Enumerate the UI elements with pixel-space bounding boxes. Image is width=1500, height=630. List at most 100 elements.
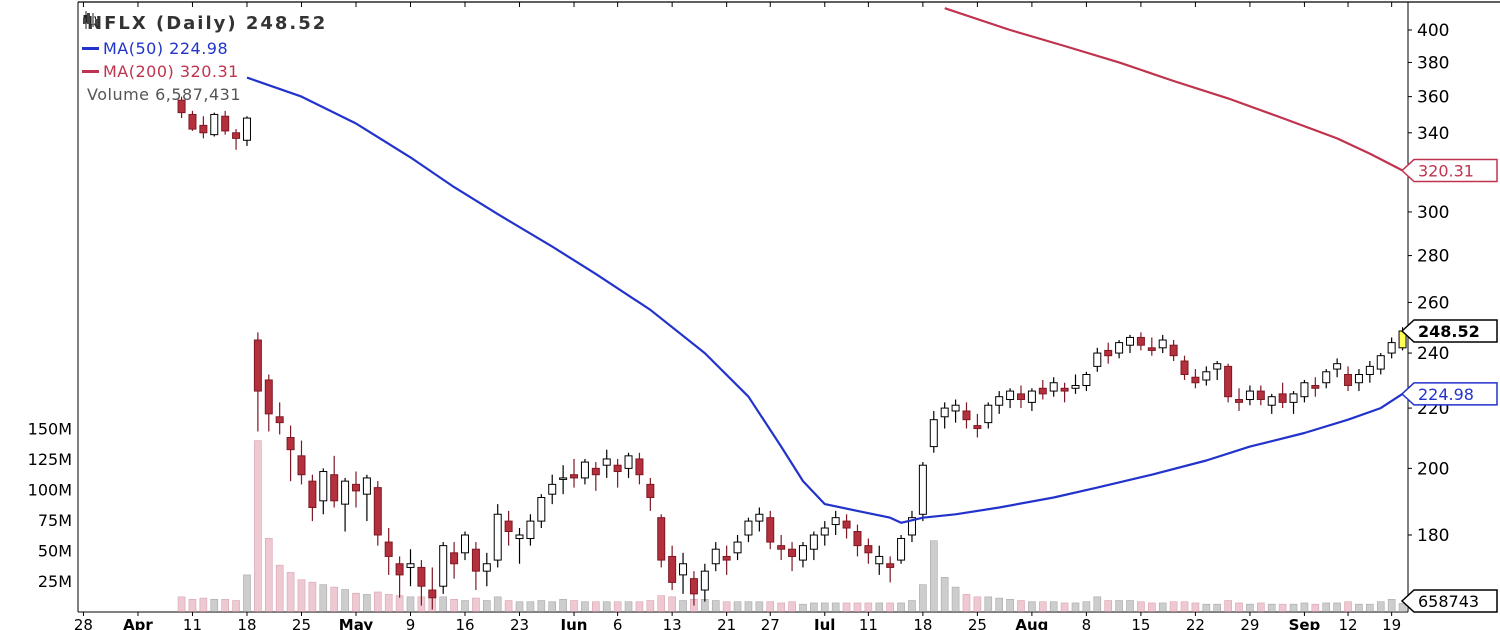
svg-text:13: 13 [663,616,682,630]
svg-text:Sep: Sep [1289,616,1321,630]
candle [700,570,709,591]
svg-text:280: 280 [1417,247,1449,267]
svg-text:11: 11 [183,616,202,630]
candle [537,496,546,522]
candle [1354,374,1363,384]
ma50-swatch [82,47,99,50]
candle [755,513,764,522]
candle [221,115,230,132]
candle [711,548,720,565]
candle [635,458,644,476]
axes-frame [77,1,1500,616]
svg-text:18: 18 [237,616,256,630]
candle [1202,371,1211,381]
candle [1006,390,1015,401]
candle [242,117,251,141]
axis-callouts: 320.31 248.52 224.98 658743 [1400,158,1498,613]
candle [471,548,480,572]
ma50-label: MA(50) 224.98 [103,39,229,58]
candle [744,520,753,536]
svg-text:200: 200 [1417,459,1449,479]
candle [1245,390,1254,401]
svg-text:12: 12 [1338,616,1357,630]
svg-text:658743: 658743 [1418,592,1479,611]
ma200-swatch [82,70,99,73]
candle [515,534,524,540]
candle [1071,385,1080,389]
candle [1016,393,1025,401]
ma200-legend-row: MA(200) 320.31 [82,60,327,83]
svg-text:240: 240 [1417,344,1449,364]
candle [330,474,339,502]
svg-text:50M: 50M [38,542,72,561]
candle [526,520,535,540]
candle [559,477,568,480]
candle [188,113,197,130]
candle [232,132,241,139]
candle [1235,399,1244,403]
candle [886,563,895,568]
candle [1376,355,1385,370]
candle [341,480,350,505]
candle [788,548,797,557]
ma200-label: MA(200) 320.31 [103,62,239,81]
candle [1180,360,1189,376]
candle [809,534,818,550]
candle [777,545,786,550]
svg-text:6: 6 [613,616,623,630]
svg-text:260: 260 [1417,293,1449,313]
candle [308,480,317,508]
candle [897,538,906,561]
svg-text:224.98: 224.98 [1418,385,1474,404]
candle [1267,396,1276,406]
candle [1365,365,1374,376]
candle [591,467,600,476]
svg-text:Apr: Apr [123,616,153,630]
candle [624,455,633,469]
candle [864,545,873,554]
candle [962,410,971,421]
svg-text:25: 25 [968,616,987,630]
candle [613,464,622,473]
candle [570,474,579,479]
svg-text:18: 18 [913,616,932,630]
candle [264,379,273,415]
candle [199,124,208,134]
candle [766,517,775,543]
svg-text:180: 180 [1417,526,1449,546]
volume-label: Volume 6,587,431 [87,85,242,104]
chart-legend: NFLX (Daily) 248.52 MA(50) 224.98 MA(200… [82,10,327,106]
svg-text:9: 9 [406,616,416,630]
svg-text:21: 21 [717,616,736,630]
svg-text:Jun: Jun [560,616,588,630]
candle [1147,347,1156,351]
svg-text:28: 28 [74,616,93,630]
candle [428,589,437,599]
chart-title: NFLX (Daily) 248.52 [87,13,328,34]
candle [253,339,262,392]
candle [493,513,502,561]
candle [1027,390,1036,403]
candle [482,563,491,572]
svg-text:27: 27 [761,616,780,630]
axis-callout-320.31: 320.31 [1400,158,1498,183]
volume-bars [177,440,1407,612]
svg-text:100M: 100M [28,481,72,500]
candle [918,464,927,515]
candle [842,520,851,529]
candle [1049,382,1058,392]
volume-axis-labels: 150M 125M 100M 75M 50M 25M [28,420,72,592]
svg-text:125M: 125M [28,450,72,469]
chart-title-row: NFLX (Daily) 248.52 [82,10,327,37]
ma50-legend-row: MA(50) 224.98 [82,37,327,60]
svg-text:8: 8 [1082,616,1092,630]
svg-text:19: 19 [1382,616,1401,630]
candle [1136,336,1145,346]
candle [504,520,513,532]
candles [177,96,1407,610]
candle [177,99,186,114]
candle [384,541,393,557]
svg-text:75M: 75M [38,511,72,530]
